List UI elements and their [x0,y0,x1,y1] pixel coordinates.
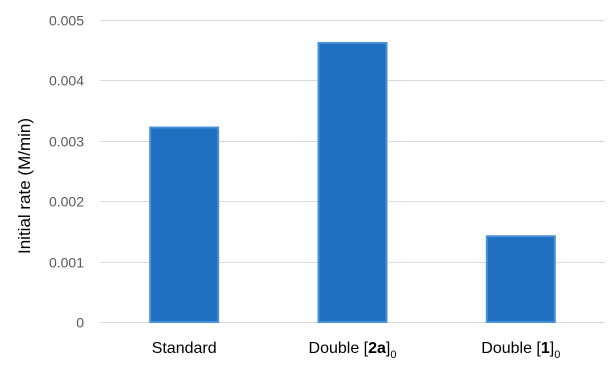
x-category-label: Standard [152,340,217,357]
y-tick-label: 0.005 [49,13,84,29]
bar [149,126,220,324]
y-tick-label: 0.003 [49,134,84,150]
x-axis-categories: Standard Double [2a]0 Double [1]0 [152,340,561,361]
y-tick-label: 0.001 [49,255,84,271]
y-axis-ticks: 0 0.001 0.002 0.003 0.004 0.005 [49,13,84,331]
bars [149,41,556,324]
x-category-label: Double [2a]0 [309,340,397,361]
y-axis-title: Initial rate (M/min) [15,118,34,254]
bar [317,41,388,324]
x-category-label: Double [1]0 [481,340,560,361]
y-tick-label: 0.004 [49,73,84,89]
y-tick-label: 0.002 [49,194,84,210]
y-tick-label: 0 [76,315,84,331]
bar [485,235,556,323]
